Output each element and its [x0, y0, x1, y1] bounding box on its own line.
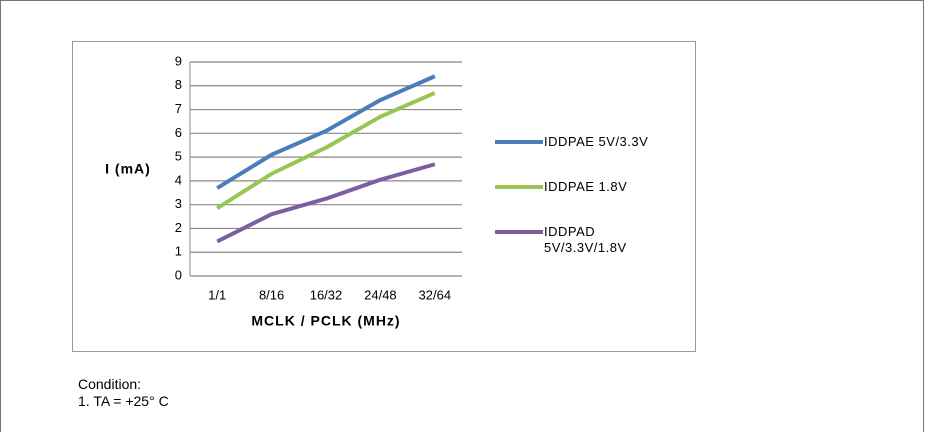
- series-line: [216, 74, 436, 190]
- legend-label: IDDPAE 1.8V: [544, 179, 628, 194]
- condition-title: Condition:: [78, 376, 142, 392]
- y-tick-label: 6: [175, 125, 182, 140]
- y-axis-label: I (mA): [105, 161, 151, 177]
- y-tick-label: 1: [175, 244, 182, 259]
- series-line: [216, 91, 436, 210]
- x-tick-label: 32/64: [419, 287, 452, 302]
- x-tick-label: 1/1: [208, 287, 226, 302]
- x-axis-label: MCLK / PCLK (MHz): [251, 313, 400, 329]
- legend-label: IDDPAD 5V/3.3V/1.8V: [544, 224, 627, 255]
- y-tick-label: 8: [175, 77, 182, 92]
- chart-box: [72, 41, 696, 352]
- legend-label: IDDPAE 5V/3.3V: [544, 134, 649, 149]
- x-tick-label: 8/16: [259, 287, 284, 302]
- series-line: [216, 162, 436, 244]
- y-tick-label: 0: [175, 267, 182, 282]
- y-tick-label: 4: [175, 172, 182, 187]
- condition-item: 1. TA = +25° C: [78, 393, 169, 409]
- x-tick-label: 24/48: [364, 287, 397, 302]
- y-tick-label: 3: [175, 196, 182, 211]
- y-tick-label: 9: [175, 53, 182, 68]
- x-tick-label: 16/32: [310, 287, 343, 302]
- y-tick-label: 7: [175, 101, 182, 116]
- y-tick-label: 2: [175, 220, 182, 235]
- y-tick-label: 5: [175, 149, 182, 164]
